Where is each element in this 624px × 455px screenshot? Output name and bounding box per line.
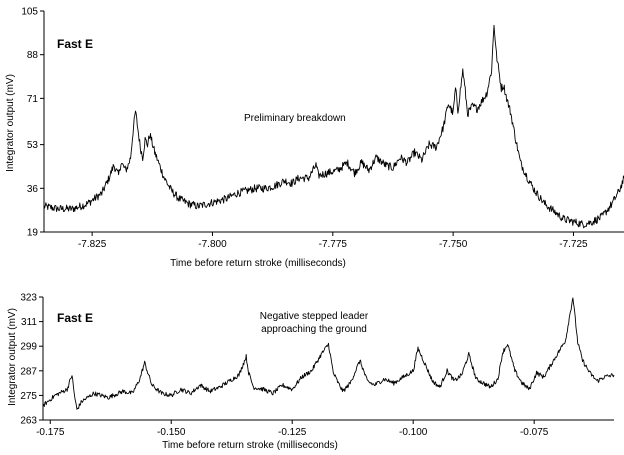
x-axis-label: Time before return stroke (milliseconds) xyxy=(162,440,338,451)
chart-annotation-line-1: Negative stepped leader xyxy=(260,311,369,322)
x-tick-label: -0.150 xyxy=(157,427,186,438)
x-tick-label: -7.825 xyxy=(78,239,107,250)
chart-panel-preliminary-breakdown: Fast E Preliminary breakdown Time before… xyxy=(5,7,624,269)
x-tick-label: -0.100 xyxy=(399,427,428,438)
plot-area xyxy=(43,24,624,229)
y-tick-label: 299 xyxy=(20,342,37,353)
chart-panel-stepped-leader: Fast E Negative stepped leader approachi… xyxy=(7,293,615,451)
y-tick-label: 88 xyxy=(27,50,39,61)
y-tick-label: 71 xyxy=(27,94,39,105)
y-tick-label: 275 xyxy=(20,391,37,402)
chart-annotation-line-2: approaching the ground xyxy=(261,324,367,335)
y-axis-label: Integrator output (mV) xyxy=(5,74,16,172)
y-tick-label: 53 xyxy=(27,140,39,151)
y-tick-label: 105 xyxy=(21,7,38,18)
x-axis-label: Time before return stroke (milliseconds) xyxy=(170,258,346,269)
plot-area xyxy=(42,297,615,410)
x-tick-label: -7.775 xyxy=(319,239,348,250)
chart-title: Fast E xyxy=(57,311,93,325)
series-line xyxy=(42,297,615,410)
y-tick-label: 323 xyxy=(20,293,37,304)
axis-ticks: 263 275 287 299 311 323 -0.175 -0.150 -0.125 -0.1… xyxy=(20,293,614,438)
x-tick-label: -7.725 xyxy=(559,239,588,250)
x-tick-label: -0.125 xyxy=(278,427,307,438)
y-tick-label: 36 xyxy=(27,184,39,195)
y-tick-label: 287 xyxy=(20,366,37,377)
chart-title: Fast E xyxy=(57,37,93,51)
chart-annotation: Preliminary breakdown xyxy=(244,113,346,124)
axis-ticks: 19 36 53 71 88 105 -7.825 -7.800 -7.775 -7.750 -7.… xyxy=(21,7,624,250)
x-tick-label: -7.750 xyxy=(439,239,468,250)
x-tick-label: -0.175 xyxy=(36,427,65,438)
x-tick-label: -0.075 xyxy=(520,427,549,438)
series-line xyxy=(43,24,624,229)
y-axis-label: Integrator output (mV) xyxy=(7,308,18,406)
y-tick-label: 19 xyxy=(27,228,39,239)
y-tick-label: 311 xyxy=(21,317,37,328)
x-tick-label: -7.800 xyxy=(198,239,227,250)
y-tick-label: 263 xyxy=(20,416,37,427)
